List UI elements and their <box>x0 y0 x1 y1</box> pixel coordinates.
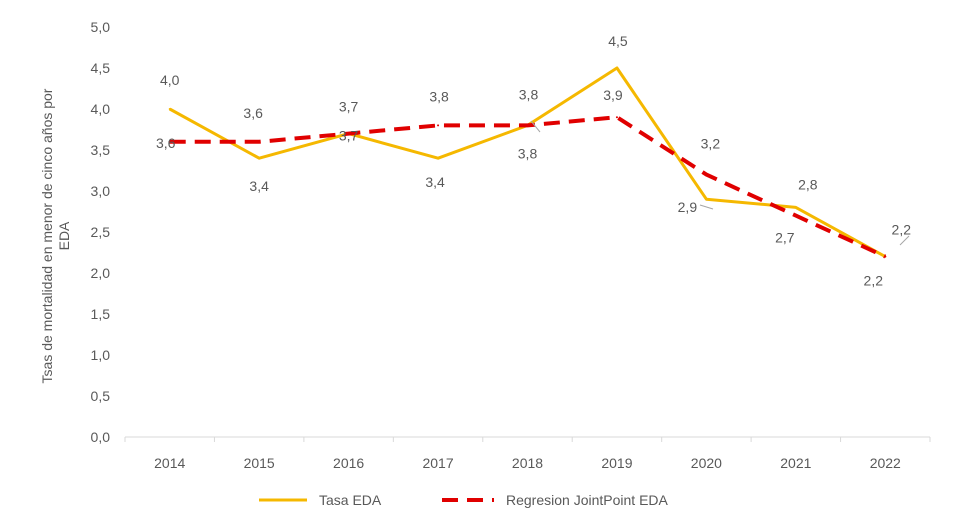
legend: Tasa EDA Regresion JointPoint EDA <box>259 492 669 508</box>
x-tick-label: 2016 <box>333 455 364 471</box>
label-leader-line <box>899 235 910 246</box>
data-point <box>615 116 618 119</box>
data-point <box>794 214 797 217</box>
data-point <box>705 173 708 176</box>
x-tick-label: 2014 <box>154 455 185 471</box>
y-tick-label: 0,5 <box>91 388 111 404</box>
data-label: 4,5 <box>608 33 628 49</box>
series-layer <box>168 66 887 259</box>
data-point <box>884 255 887 258</box>
data-label: 3,8 <box>518 145 538 161</box>
y-axis-title-line-2: EDA <box>56 221 72 250</box>
data-point <box>705 198 708 201</box>
x-tick-labels: 2014 2015 2016 2017 2018 2019 2020 2021 2022 <box>154 455 901 471</box>
data-point <box>615 67 618 69</box>
y-tick-label: 3,0 <box>91 183 111 199</box>
data-label: 3,8 <box>519 86 539 102</box>
data-point <box>258 157 261 160</box>
data-point <box>168 140 171 143</box>
data-label: 3,8 <box>429 88 449 104</box>
data-label: 2,2 <box>864 273 884 289</box>
data-label: 2,9 <box>678 199 698 215</box>
y-tick-label: 3,5 <box>91 142 111 158</box>
data-label: 2,2 <box>892 222 912 238</box>
data-point <box>437 124 440 127</box>
data-point <box>526 124 529 127</box>
data-point <box>437 157 440 160</box>
x-tick-label: 2017 <box>422 455 453 471</box>
legend-label-tasa-eda: Tasa EDA <box>319 492 382 508</box>
x-tick-label: 2015 <box>244 455 275 471</box>
y-tick-label: 2,5 <box>91 224 111 240</box>
y-tick-labels: 0,0 0,5 1,0 1,5 2,0 2,5 3,0 3,5 4,0 4,5 5,0 <box>91 19 111 445</box>
data-point <box>794 206 797 209</box>
data-point <box>168 108 171 110</box>
x-tick-label: 2022 <box>870 455 901 471</box>
label-leader-line <box>699 204 714 210</box>
data-point <box>258 140 261 143</box>
y-tick-label: 1,5 <box>91 306 111 322</box>
data-label: 2,8 <box>798 176 818 192</box>
y-tick-label: 1,0 <box>91 347 111 363</box>
data-label: 2,7 <box>775 230 795 246</box>
data-label: 3,4 <box>249 178 269 194</box>
y-tick-label: 0,0 <box>91 429 111 445</box>
data-point <box>347 132 350 135</box>
y-tick-label: 4,5 <box>91 60 111 76</box>
y-axis-title-line-1: Tsas de mortalidad en menor de cinco año… <box>39 88 55 383</box>
y-tick-label: 5,0 <box>91 19 111 35</box>
y-tick-label: 4,0 <box>91 101 111 117</box>
x-tick-label: 2019 <box>601 455 632 471</box>
x-axis <box>124 436 931 442</box>
data-label: 3,7 <box>339 128 359 144</box>
y-axis-title: Tsas de mortalidad en menor de cinco año… <box>39 88 72 383</box>
data-label: 3,7 <box>339 99 359 115</box>
label-leader-line <box>530 120 541 133</box>
x-tick-label: 2020 <box>691 455 722 471</box>
data-label: 3,2 <box>701 136 721 152</box>
data-label: 3,6 <box>156 135 176 151</box>
x-tick-label: 2018 <box>512 455 543 471</box>
legend-label-regresion-jointpoint-eda: Regresion JointPoint EDA <box>506 492 669 508</box>
data-label: 3,6 <box>243 105 263 121</box>
data-label: 3,9 <box>603 87 623 103</box>
y-tick-label: 2,0 <box>91 265 111 281</box>
data-label: 4,0 <box>160 72 180 88</box>
x-tick-label: 2021 <box>780 455 811 471</box>
data-label: 3,4 <box>425 174 445 190</box>
data-labels: 4,0 3,4 3,7 3,4 3,8 4,5 2,9 2,8 2,2 3,6 3,6 3,7 3,8 3… <box>156 33 911 289</box>
